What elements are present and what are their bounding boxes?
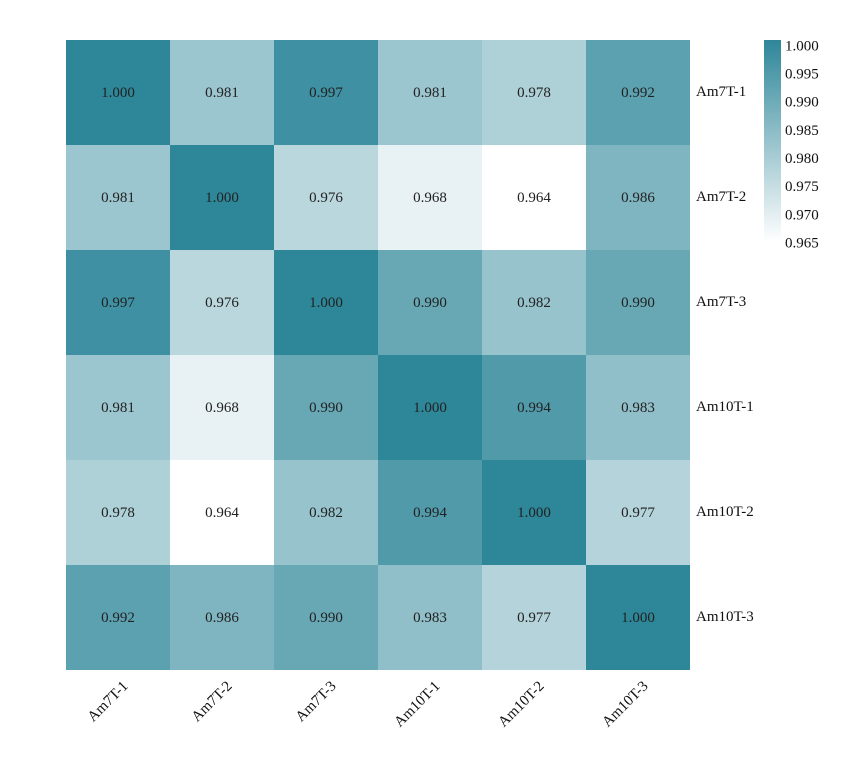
column-label-4: Am10T-1 bbox=[391, 678, 443, 730]
cell-value-label-r4-c6: 0.983 bbox=[621, 400, 655, 416]
heatmap-cell-r5-c4 bbox=[378, 460, 482, 565]
heatmap-cell-r1-c3 bbox=[274, 40, 378, 145]
column-label-2: Am7T-2 bbox=[189, 678, 236, 725]
cell-value-label-r6-c2: 0.986 bbox=[205, 610, 239, 626]
cell-value-label-r1-c2: 0.981 bbox=[205, 85, 239, 101]
heatmap-cell-r6-c3 bbox=[274, 565, 378, 670]
cell-value-label-r2-c6: 0.986 bbox=[621, 190, 655, 206]
colorbar-tick-label-5: 0.980 bbox=[785, 151, 819, 167]
heatmap-cell-r1-c6 bbox=[586, 40, 690, 145]
heatmap-cell-r2-c4 bbox=[378, 145, 482, 250]
cell-value-label-r5-c1: 0.978 bbox=[101, 505, 135, 521]
cell-value-label-r5-c6: 0.977 bbox=[621, 505, 655, 521]
heatmap-cell-r5-c6 bbox=[586, 460, 690, 565]
heatmap-cell-r4-c4 bbox=[378, 355, 482, 460]
heatmap-cell-r3-c2 bbox=[170, 250, 274, 355]
cell-value-label-r2-c4: 0.968 bbox=[413, 190, 447, 206]
heatmap-cell-r6-c1 bbox=[66, 565, 170, 670]
cell-value-label-r6-c4: 0.983 bbox=[413, 610, 447, 626]
colorbar-tick-label-3: 0.990 bbox=[785, 95, 819, 111]
cell-value-label-r1-c4: 0.981 bbox=[413, 85, 447, 101]
cell-value-label-r5-c4: 0.994 bbox=[413, 505, 447, 521]
cell-value-label-r4-c1: 0.981 bbox=[101, 400, 135, 416]
cell-value-label-r4-c2: 0.968 bbox=[205, 400, 239, 416]
heatmap-cell-r6-c2 bbox=[170, 565, 274, 670]
colorbar-tick-label-6: 0.975 bbox=[785, 179, 819, 195]
heatmap-cell-r3-c6 bbox=[586, 250, 690, 355]
column-label-1: Am7T-1 bbox=[85, 678, 132, 725]
cell-value-label-r3-c6: 0.990 bbox=[621, 295, 655, 311]
heatmap-cell-r1-c1 bbox=[66, 40, 170, 145]
colorbar-tick-label-7: 0.970 bbox=[785, 207, 819, 223]
heatmap-cell-r5-c3 bbox=[274, 460, 378, 565]
heatmap-cell-r6-c4 bbox=[378, 565, 482, 670]
heatmap-cell-r2-c6 bbox=[586, 145, 690, 250]
column-labels: Am7T-1 Am7T-2 Am7T-3 Am10T-1 Am10T-2 Am10T-3 bbox=[85, 678, 652, 730]
column-label-3: Am7T-3 bbox=[293, 678, 340, 725]
colorbar-gradient bbox=[764, 40, 781, 242]
cell-value-label-r6-c3: 0.990 bbox=[309, 610, 343, 626]
heatmap-cell-r2-c5 bbox=[482, 145, 586, 250]
heatmap-cell-r2-c2 bbox=[170, 145, 274, 250]
heatmap-cells: 1.000 0.981 0.997 0.981 0.978 0.992 0.981 1.000… bbox=[66, 40, 690, 670]
heatmap-cell-r1-c5 bbox=[482, 40, 586, 145]
cell-value-label-r3-c2: 0.976 bbox=[205, 295, 239, 311]
heatmap-cell-r6-c5 bbox=[482, 565, 586, 670]
heatmap-cell-r5-c1 bbox=[66, 460, 170, 565]
row-label-6: Am10T-3 bbox=[696, 609, 754, 625]
colorbar-tick-label-4: 0.985 bbox=[785, 123, 819, 139]
heatmap-cell-r4-c5 bbox=[482, 355, 586, 460]
row-label-4: Am10T-1 bbox=[696, 399, 754, 415]
heatmap-cell-r4-c1 bbox=[66, 355, 170, 460]
colorbar-tick-label-2: 0.995 bbox=[785, 67, 819, 83]
heatmap-cell-r5-c2 bbox=[170, 460, 274, 565]
column-label-6: Am10T-3 bbox=[599, 678, 651, 730]
row-label-1: Am7T-1 bbox=[696, 84, 746, 100]
row-label-5: Am10T-2 bbox=[696, 504, 754, 520]
heatmap-cell-r4-c3 bbox=[274, 355, 378, 460]
column-label-5: Am10T-2 bbox=[495, 678, 547, 730]
cell-value-label-r4-c5: 0.994 bbox=[517, 400, 551, 416]
heatmap-cell-r1-c4 bbox=[378, 40, 482, 145]
cell-value-label-r2-c2: 1.000 bbox=[205, 190, 239, 206]
cell-value-label-r3-c5: 0.982 bbox=[517, 295, 551, 311]
cell-value-label-r1-c5: 0.978 bbox=[517, 85, 551, 101]
cell-value-label-r1-c6: 0.992 bbox=[621, 85, 655, 101]
cell-value-label-r5-c5: 1.000 bbox=[517, 505, 551, 521]
colorbar-tick-label-8: 0.965 bbox=[785, 235, 819, 251]
heatmap-cell-r4-c2 bbox=[170, 355, 274, 460]
cell-value-label-r6-c6: 1.000 bbox=[621, 610, 655, 626]
cell-value-label-r2-c1: 0.981 bbox=[101, 190, 135, 206]
heatmap-cell-r3-c4 bbox=[378, 250, 482, 355]
colorbar: 1.000 0.995 0.990 0.985 0.980 0.975 0.970 0.965 bbox=[764, 38, 819, 251]
cell-value-label-r2-c3: 0.976 bbox=[309, 190, 343, 206]
row-labels: Am7T-1 Am7T-2 Am7T-3 Am10T-1 Am10T-2 Am10T-3 bbox=[696, 84, 754, 625]
heatmap-cell-r1-c2 bbox=[170, 40, 274, 145]
heatmap-cell-r6-c6 bbox=[586, 565, 690, 670]
heatmap-cell-r3-c3 bbox=[274, 250, 378, 355]
cell-value-label-r5-c2: 0.964 bbox=[205, 505, 239, 521]
heatmap-cell-r3-c5 bbox=[482, 250, 586, 355]
heatmap-cell-r3-c1 bbox=[66, 250, 170, 355]
cell-value-label-r3-c4: 0.990 bbox=[413, 295, 447, 311]
cell-value-label-r2-c5: 0.964 bbox=[517, 190, 551, 206]
heatmap-cell-r2-c3 bbox=[274, 145, 378, 250]
cell-value-label-r5-c3: 0.982 bbox=[309, 505, 343, 521]
cell-value-label-r4-c4: 1.000 bbox=[413, 400, 447, 416]
cell-value-label-r1-c1: 1.000 bbox=[101, 85, 135, 101]
heatmap-cell-r5-c5 bbox=[482, 460, 586, 565]
heatmap-cell-r4-c6 bbox=[586, 355, 690, 460]
cell-value-label-r1-c3: 0.997 bbox=[309, 85, 343, 101]
heatmap-cell-r2-c1 bbox=[66, 145, 170, 250]
cell-value-label-r6-c5: 0.977 bbox=[517, 610, 551, 626]
colorbar-tick-label-1: 1.000 bbox=[785, 38, 819, 54]
cell-value-label-r4-c3: 0.990 bbox=[309, 400, 343, 416]
row-label-3: Am7T-3 bbox=[696, 294, 746, 310]
cell-value-label-r3-c1: 0.997 bbox=[101, 295, 135, 311]
row-label-2: Am7T-2 bbox=[696, 189, 746, 205]
cell-value-label-r3-c3: 1.000 bbox=[309, 295, 343, 311]
cell-value-label-r6-c1: 0.992 bbox=[101, 610, 135, 626]
